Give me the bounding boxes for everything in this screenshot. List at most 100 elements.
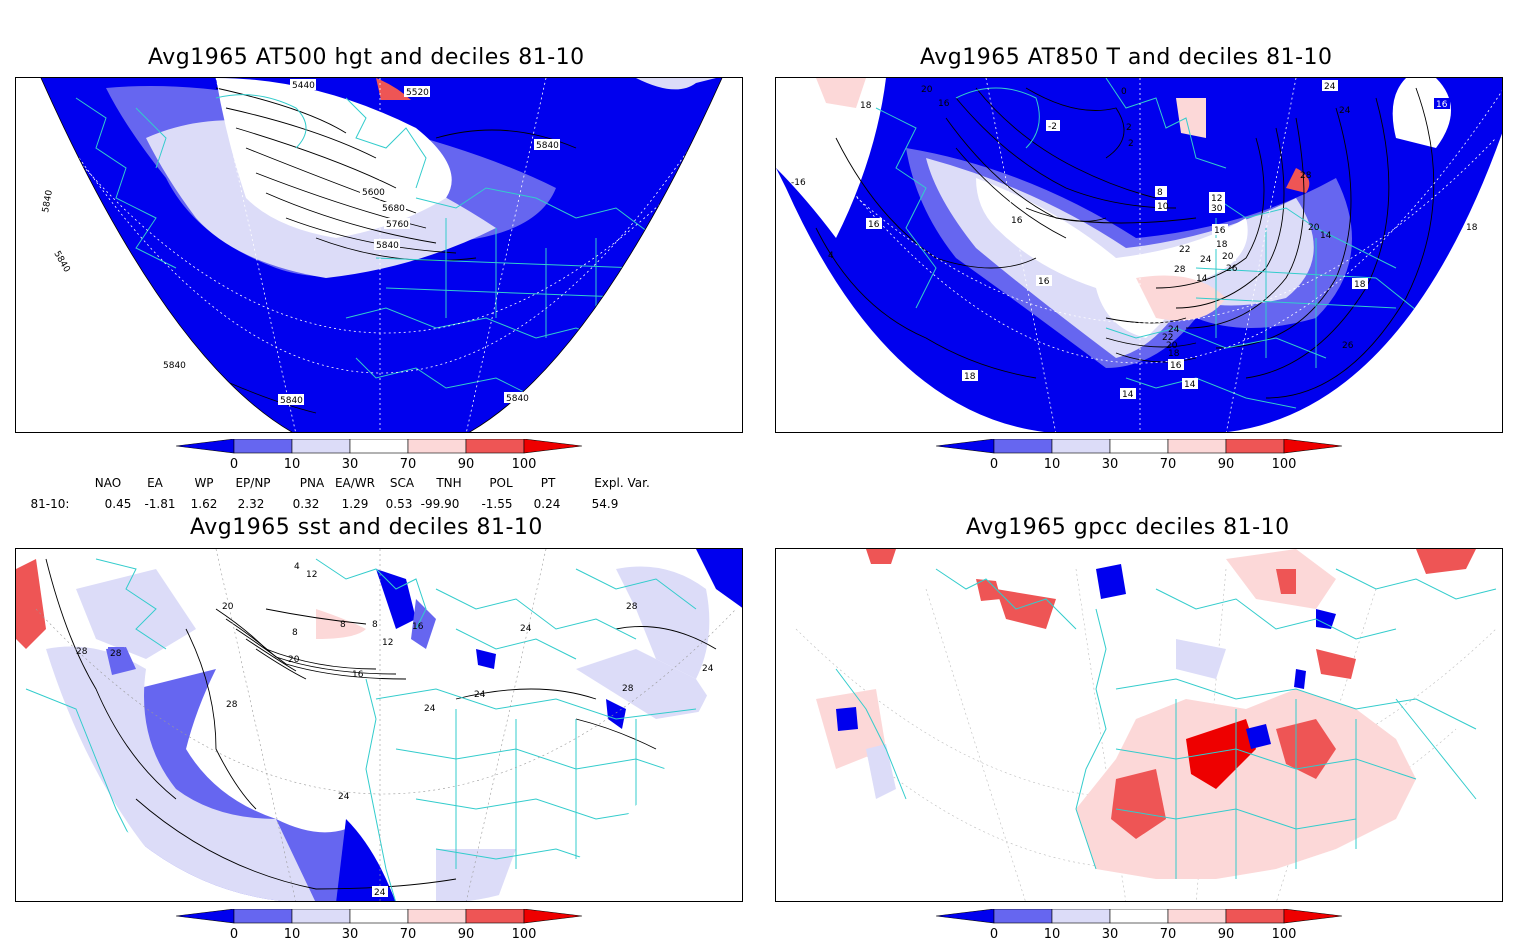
p1-label-8: 5840 [51, 250, 71, 275]
map-panel-sst: 28 20 28 4 12 8 8 8 12 20 16 16 24 24 24… [15, 548, 743, 902]
p1-label-4: 5680 [382, 204, 405, 214]
index-header-row: NAO EA WP EP/NP PNA EA/WR SCA TNH POL PT… [0, 476, 760, 492]
p2-label-17: 30 [1211, 204, 1223, 214]
p2-label-3: -2 [1048, 122, 1057, 132]
p3-label-14: 24 [424, 704, 436, 714]
cbar2-tick-5: 100 [1271, 457, 1297, 472]
map-gpcc-svg [776, 549, 1502, 901]
p2-label-11: 16 [868, 220, 880, 230]
p3-label-5: 8 [292, 628, 298, 638]
p1-label-9: 5840 [163, 361, 186, 371]
p2-label-8: 24 [1339, 106, 1351, 116]
cbar3-tick-1: 10 [283, 927, 301, 942]
p2-label-0: 20 [921, 85, 933, 95]
cbar4-tick-2: 30 [1101, 927, 1119, 942]
index-header-wp: WP [194, 476, 214, 490]
p3-label-8: 12 [382, 638, 393, 648]
p2-label-30: 18 [964, 372, 976, 382]
p1-label-6: 5840 [376, 241, 399, 251]
index-header-pna: PNA [299, 476, 325, 490]
colorbar-top-right-svg [936, 439, 1343, 454]
p3-label-17: 28 [622, 684, 634, 694]
p2-label-32: 14 [1184, 380, 1196, 390]
p3-label-16: 28 [626, 602, 638, 612]
p3-label-11: 16 [412, 622, 424, 632]
p1-label-1: 5520 [406, 88, 429, 98]
cbar1-tick-3: 70 [399, 457, 417, 472]
index-value-nao: 0.45 [104, 497, 132, 511]
p2-label-36: 24 [1168, 325, 1180, 335]
p2-label-20: 14 [1320, 231, 1332, 241]
cbar3-tick-3: 70 [399, 927, 417, 942]
colorbar-bottom-right: 0 10 30 70 90 100 [936, 909, 1356, 949]
p2-label-25: 24 [1200, 255, 1212, 265]
p2-label-34: 18 [1466, 223, 1478, 233]
index-header-explvar: Expl. Var. [594, 476, 650, 490]
cbar4-tick-1: 10 [1043, 927, 1061, 942]
p2-label-24: 22 [1179, 245, 1190, 255]
p3-label-12: 24 [520, 624, 532, 634]
colorbar-bottom-right-svg [936, 909, 1343, 924]
p3-label-15: 28 [226, 700, 238, 710]
index-header-pt: PT [540, 476, 556, 490]
p2-label-27: 28 [1174, 265, 1186, 275]
p3-label-10: 16 [352, 670, 364, 680]
p3-label-7: 8 [372, 620, 378, 630]
cbar2-tick-3: 70 [1159, 457, 1177, 472]
index-row-label: 81-10: [30, 497, 70, 511]
cbar3-tick-2: 30 [341, 927, 359, 942]
p2-label-21: 16 [1214, 226, 1226, 236]
index-value-pol: -1.55 [481, 497, 513, 511]
index-header-pol: POL [489, 476, 513, 490]
p3-label-6: 8 [340, 620, 346, 630]
cbar4-tick-5: 100 [1271, 927, 1297, 942]
p1-label-2: 5840 [536, 141, 559, 151]
p2-label-37: 22 [1162, 333, 1173, 343]
p2-label-40: 16 [1170, 361, 1182, 371]
p3-label-20: 24 [374, 888, 386, 898]
cbar4-tick-4: 90 [1217, 927, 1235, 942]
colorbar-top-left-svg [176, 439, 583, 454]
p1-label-7: 5840 [41, 189, 55, 214]
p2-label-2: 16 [938, 99, 950, 109]
cbar3-tick-0: 0 [229, 927, 239, 942]
index-header-nao: NAO [94, 476, 122, 490]
p3-label-19: 24 [338, 792, 350, 802]
p2-label-35: 26 [1342, 341, 1354, 351]
cbar1-tick-0: 0 [229, 457, 239, 472]
colorbar-top-left: 0 10 30 70 90 100 [176, 439, 596, 479]
colorbar-top-right: 0 10 30 70 90 100 [936, 439, 1356, 479]
panel-title-gpcc: Avg1965 gpcc deciles 81-10 [966, 515, 1290, 540]
p1-label-5: 5760 [386, 220, 409, 230]
p2-label-14: 8 [1157, 188, 1163, 198]
cbar3-tick-4: 90 [457, 927, 475, 942]
p3-label-4: 12 [306, 570, 317, 580]
p3-label-0: 28 [76, 647, 88, 657]
map-panel-gpcc [775, 548, 1503, 902]
map-sst-svg: 28 20 28 4 12 8 8 8 12 20 16 16 24 24 24… [16, 549, 742, 901]
p2-label-39: 18 [1168, 349, 1180, 359]
cbar4-tick-0: 0 [989, 927, 999, 942]
index-value-wp: 1.62 [190, 497, 218, 511]
index-header-tnh: TNH [436, 476, 462, 490]
p2-label-28: 14 [1196, 274, 1208, 284]
panel-title-at500: Avg1965 AT500 hgt and deciles 81-10 [148, 45, 585, 70]
p2-label-26: 26 [1226, 264, 1238, 274]
p2-label-19: 20 [1308, 223, 1320, 233]
p2-label-38: 20 [1166, 341, 1178, 351]
p2-label-9: 16 [1436, 100, 1448, 110]
cbar2-tick-1: 10 [1043, 457, 1061, 472]
p2-label-12: 16 [1011, 216, 1023, 226]
p3-label-1: 20 [222, 602, 234, 612]
cbar1-tick-4: 90 [457, 457, 475, 472]
index-value-pt: 0.24 [533, 497, 561, 511]
cbar4-tick-3: 70 [1159, 927, 1177, 942]
colorbar-bottom-left-svg [176, 909, 583, 924]
index-value-explvar: 54.9 [591, 497, 619, 511]
p2-label-18: 28 [1300, 171, 1312, 181]
p2-label-33: 18 [1354, 280, 1366, 290]
index-header-ea: EA [147, 476, 163, 490]
p2-label-10: -16 [791, 178, 806, 188]
p2-label-5: 0 [1121, 87, 1127, 97]
index-value-tnh: -99.90 [420, 497, 460, 511]
